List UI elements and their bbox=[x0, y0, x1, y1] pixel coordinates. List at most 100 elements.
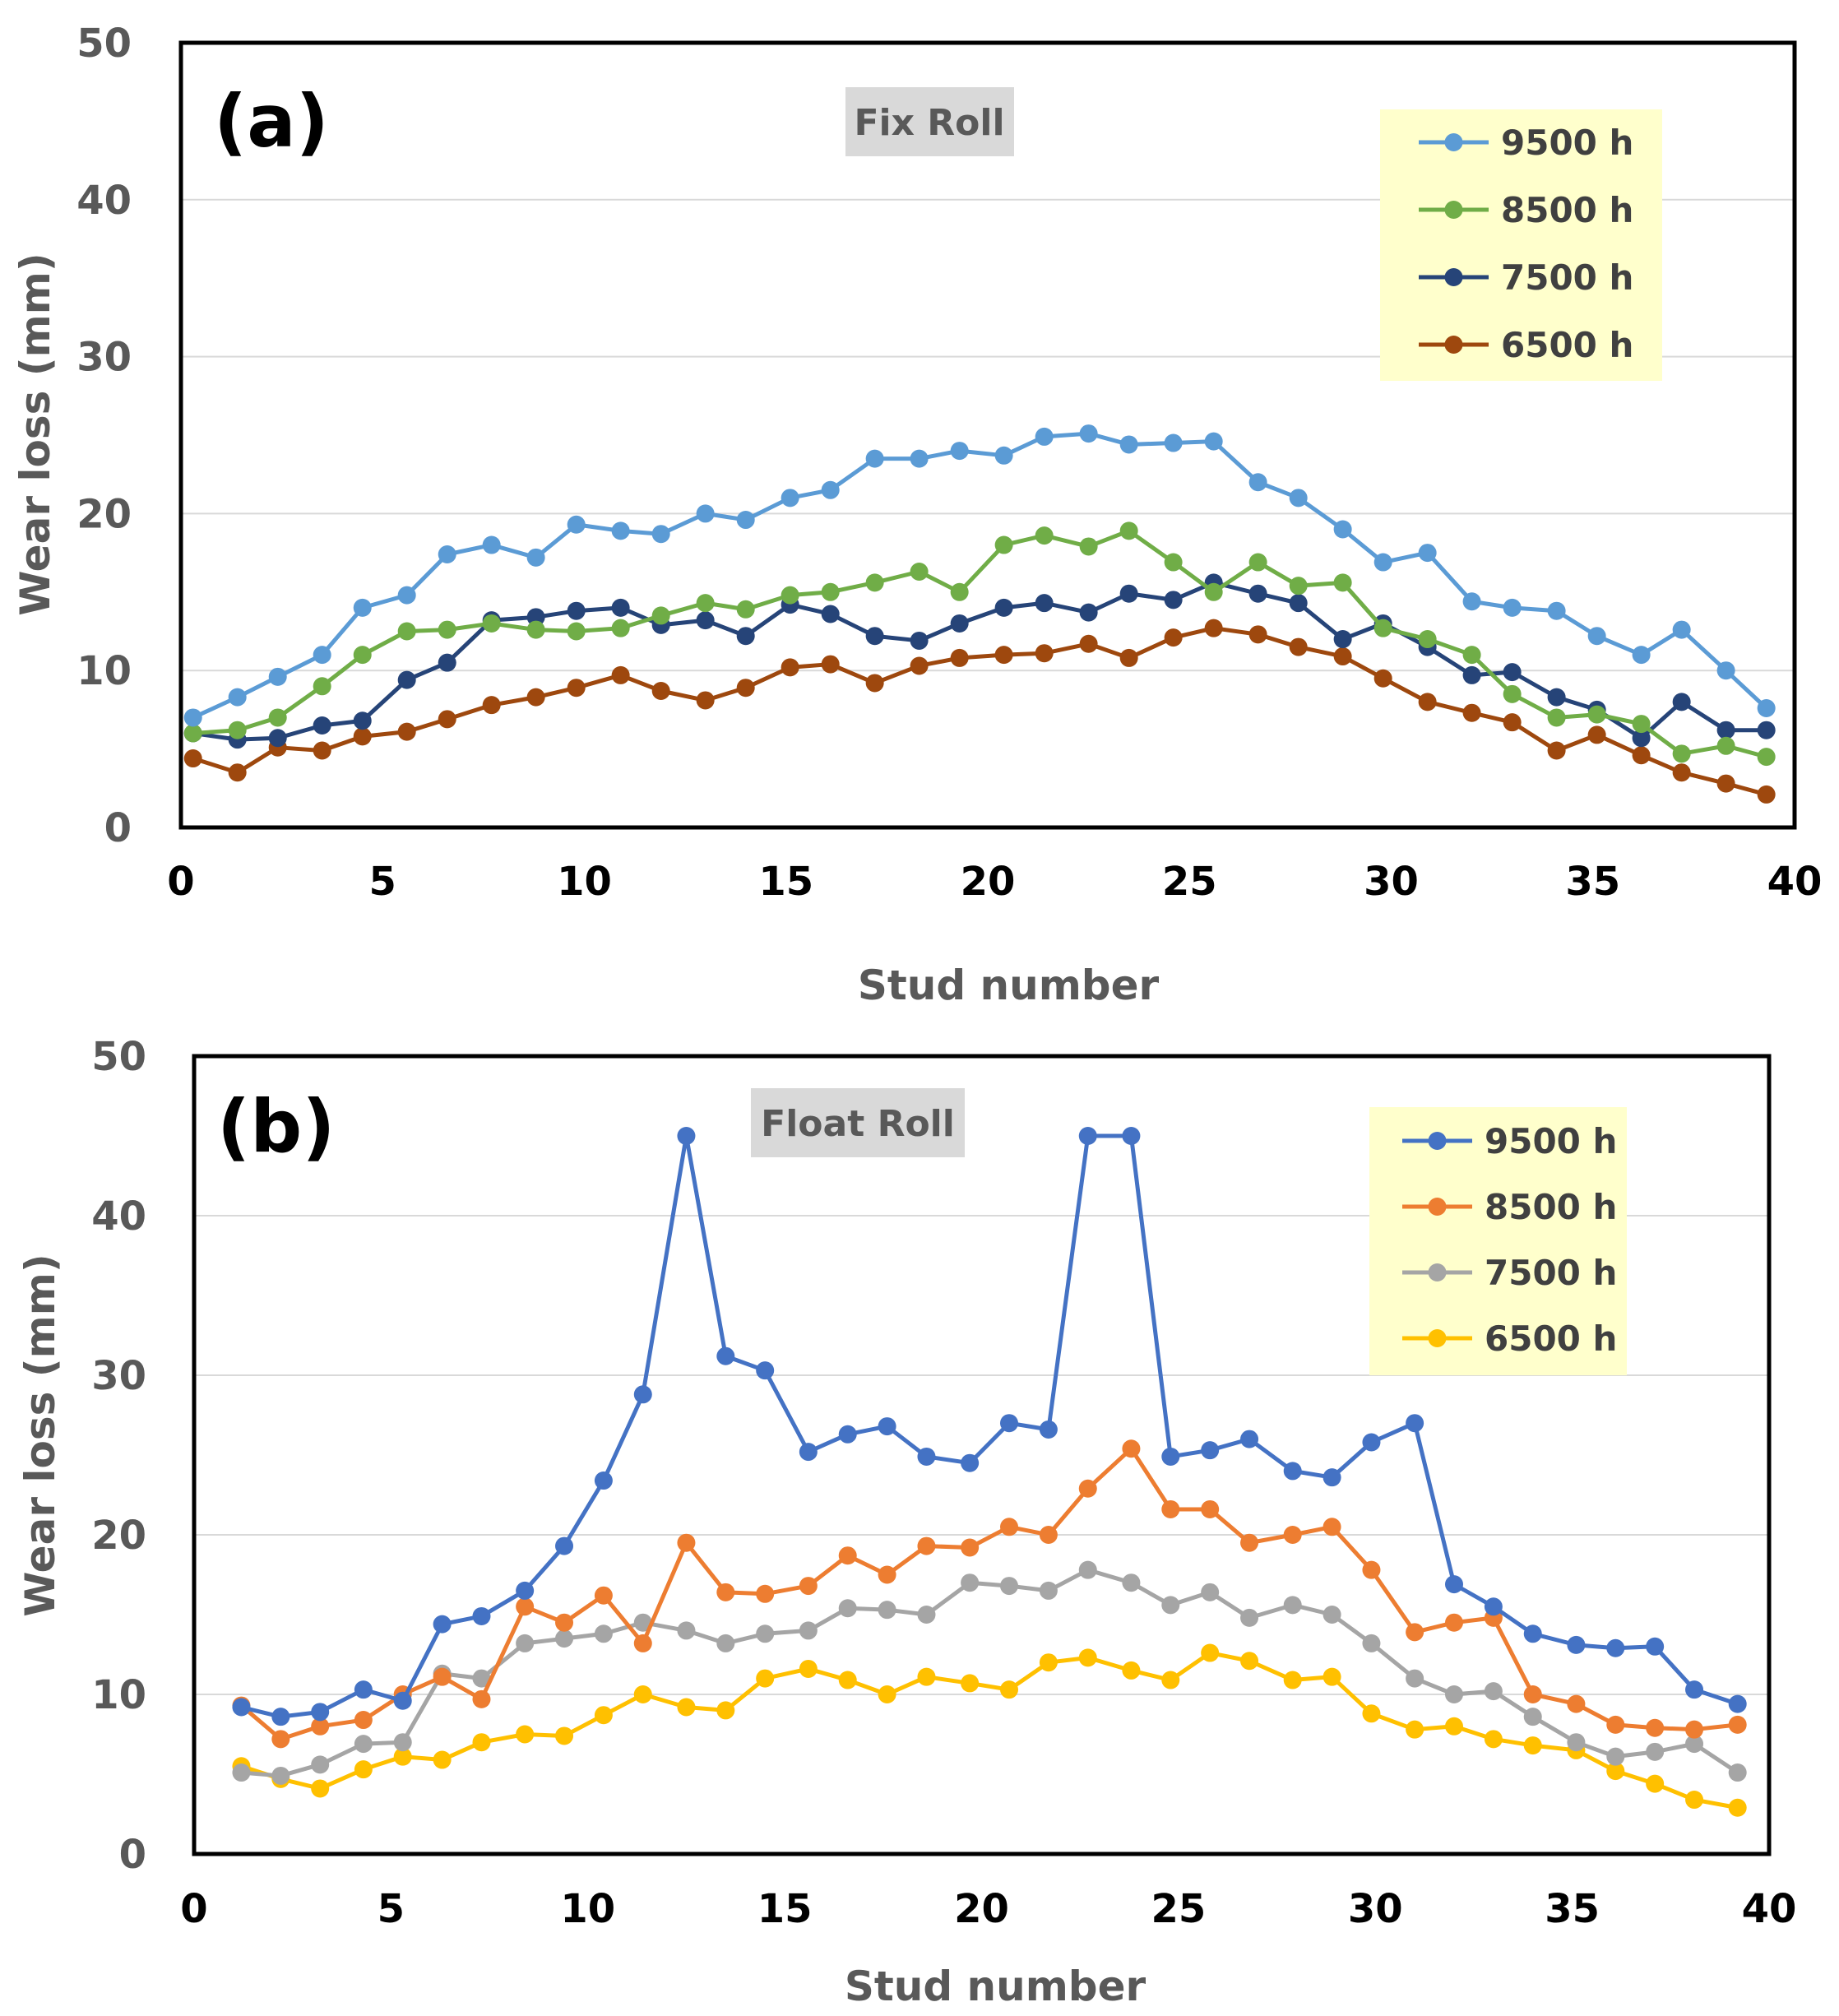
data-point-9500h bbox=[268, 667, 287, 686]
data-point-9500h bbox=[1503, 598, 1522, 617]
data-point-9500h bbox=[1204, 432, 1223, 451]
data-point-8500h bbox=[696, 594, 715, 613]
data-point-9500h bbox=[232, 1698, 251, 1717]
data-point-6500h bbox=[438, 710, 456, 729]
data-point-7500h bbox=[1333, 630, 1352, 649]
data-point-9500h bbox=[838, 1425, 857, 1444]
legend-item-9500h: 9500 h bbox=[1402, 1121, 1617, 1161]
data-point-8500h bbox=[1672, 744, 1691, 763]
data-point-7500h bbox=[1248, 584, 1267, 603]
data-point-8500h bbox=[1323, 1518, 1341, 1536]
data-point-7500h bbox=[438, 653, 456, 672]
data-point-7500h bbox=[1445, 1685, 1463, 1703]
panel-a-y-tick-label: 50 bbox=[76, 21, 132, 67]
panel-b-x-tick-label: 25 bbox=[1151, 1886, 1206, 1932]
data-point-7500h bbox=[1484, 1682, 1503, 1701]
data-point-7500h bbox=[393, 1733, 412, 1752]
data-point-8500h bbox=[1503, 684, 1522, 703]
data-point-8500h bbox=[865, 573, 884, 592]
data-point-6500h bbox=[393, 1747, 412, 1766]
legend-label: 9500 h bbox=[1485, 1121, 1617, 1161]
panel-a-x-tick-label: 30 bbox=[1364, 859, 1419, 905]
data-point-9500h bbox=[1323, 1468, 1341, 1487]
data-point-7500h bbox=[526, 608, 545, 627]
data-point-7500h bbox=[1716, 721, 1735, 739]
data-point-7500h bbox=[1672, 693, 1691, 711]
data-point-7500h bbox=[1000, 1577, 1019, 1596]
data-point-9500h bbox=[1119, 435, 1138, 454]
data-point-7500h bbox=[1567, 1733, 1586, 1752]
data-point-6500h bbox=[910, 656, 929, 675]
data-point-7500h bbox=[472, 1669, 491, 1688]
data-point-6500h bbox=[354, 1760, 373, 1779]
data-point-9500h bbox=[1039, 1420, 1058, 1439]
legend-item-6500h: 6500 h bbox=[1419, 325, 1633, 365]
data-point-8500h bbox=[1462, 646, 1481, 665]
data-point-9500h bbox=[1606, 1638, 1625, 1657]
data-point-9500h bbox=[353, 598, 372, 617]
data-point-6500h bbox=[651, 682, 670, 701]
data-point-7500h bbox=[1406, 1669, 1424, 1688]
data-point-6500h bbox=[1204, 619, 1223, 637]
data-point-6500h bbox=[1035, 644, 1054, 663]
data-point-7500h bbox=[1323, 1606, 1341, 1624]
data-point-6500h bbox=[228, 763, 247, 782]
legend-marker-swatch bbox=[1444, 201, 1463, 219]
data-point-9500h bbox=[1646, 1637, 1665, 1656]
data-point-8500h bbox=[353, 646, 372, 665]
legend-item-7500h: 7500 h bbox=[1419, 257, 1633, 298]
data-point-7500h bbox=[736, 627, 755, 646]
data-point-8500h bbox=[1716, 736, 1735, 755]
data-point-9500h bbox=[1685, 1680, 1704, 1699]
data-point-8500h bbox=[611, 619, 630, 637]
data-point-7500h bbox=[799, 1621, 818, 1640]
panel-a-series-6500h bbox=[183, 619, 1776, 804]
data-point-6500h bbox=[567, 679, 586, 697]
panel-a-x-tick-label: 40 bbox=[1767, 859, 1823, 905]
data-point-9500h bbox=[1283, 1462, 1302, 1481]
panel-b-series-7500h bbox=[232, 1560, 1747, 1785]
data-point-7500h bbox=[1078, 1560, 1097, 1579]
data-point-9500h bbox=[799, 1443, 818, 1462]
data-point-8500h bbox=[1079, 537, 1098, 556]
panel-a-y-tick-label: 0 bbox=[104, 805, 132, 851]
data-point-9500h bbox=[1462, 592, 1481, 611]
data-point-7500h bbox=[950, 614, 969, 633]
data-point-9500h bbox=[961, 1453, 980, 1472]
data-point-6500h bbox=[482, 696, 501, 715]
data-point-8500h bbox=[1078, 1479, 1097, 1498]
data-point-9500h bbox=[228, 688, 247, 707]
data-point-9500h bbox=[1122, 1127, 1141, 1145]
data-point-8500h bbox=[677, 1533, 696, 1552]
data-point-6500h bbox=[594, 1706, 613, 1725]
data-point-9500h bbox=[1484, 1597, 1503, 1616]
legend-marker-swatch bbox=[1444, 133, 1463, 151]
data-point-9500h bbox=[994, 446, 1013, 465]
data-point-6500h bbox=[1373, 669, 1392, 688]
data-point-6500h bbox=[1039, 1653, 1058, 1672]
panel-b-x-tick-label: 10 bbox=[560, 1886, 615, 1932]
data-point-9500h bbox=[1587, 627, 1606, 646]
data-point-8500h bbox=[1000, 1518, 1019, 1536]
data-point-8500h bbox=[838, 1546, 857, 1565]
data-point-9500h bbox=[567, 515, 586, 534]
panel-b-x-tick-label: 0 bbox=[180, 1886, 207, 1932]
data-point-8500h bbox=[472, 1689, 491, 1708]
data-point-6500h bbox=[1606, 1762, 1625, 1781]
data-point-9500h bbox=[1161, 1447, 1180, 1466]
data-point-8500h bbox=[1587, 705, 1606, 724]
data-point-6500h bbox=[313, 741, 331, 760]
legend-label: 7500 h bbox=[1501, 257, 1633, 298]
data-point-8500h bbox=[756, 1584, 775, 1603]
legend-label: 6500 h bbox=[1485, 1319, 1617, 1359]
data-point-7500h bbox=[311, 1755, 330, 1774]
panel-b-x-tick-label: 15 bbox=[757, 1886, 813, 1932]
data-point-6500h bbox=[1283, 1671, 1302, 1689]
data-point-8500h bbox=[736, 600, 755, 619]
data-point-6500h bbox=[1122, 1661, 1141, 1680]
data-point-6500h bbox=[1289, 637, 1308, 656]
data-point-7500h bbox=[1757, 721, 1776, 739]
data-point-6500h bbox=[433, 1750, 452, 1769]
data-point-8500h bbox=[1547, 708, 1566, 727]
data-point-6500h bbox=[555, 1726, 574, 1745]
